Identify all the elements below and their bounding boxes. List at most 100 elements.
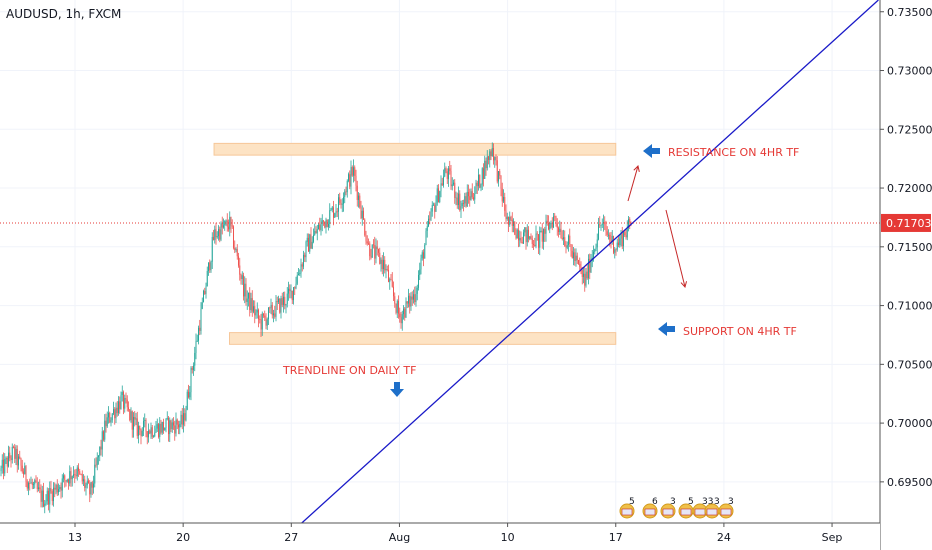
candle-body bbox=[321, 220, 323, 224]
candle-body bbox=[116, 407, 118, 414]
candle-body bbox=[269, 307, 271, 309]
chart-title: AUDUSD, 1h, FXCM bbox=[6, 7, 122, 21]
candle-body bbox=[286, 293, 288, 305]
candle-body bbox=[160, 423, 162, 433]
candle-body bbox=[229, 216, 231, 230]
candle-body bbox=[611, 235, 613, 242]
candle-body bbox=[401, 314, 403, 324]
candle-body bbox=[583, 273, 584, 277]
candle-body bbox=[283, 296, 284, 305]
arrow-head-icon bbox=[633, 164, 640, 172]
candle-body bbox=[564, 237, 566, 247]
candle-body bbox=[311, 241, 313, 249]
candle-body bbox=[183, 413, 184, 425]
candle-body bbox=[598, 224, 599, 240]
candle-body bbox=[171, 422, 173, 430]
daily-trendline[interactable] bbox=[275, 0, 879, 547]
candle-body bbox=[345, 191, 347, 193]
candle-body bbox=[91, 482, 93, 488]
event-marker[interactable]: 3 bbox=[660, 497, 676, 519]
candle-body bbox=[249, 292, 251, 311]
candle-body bbox=[136, 418, 138, 436]
candle-body bbox=[34, 480, 36, 485]
arrow-head-icon bbox=[680, 281, 688, 289]
candle-body bbox=[186, 391, 188, 410]
trendline-label: TRENDLINE ON DAILY TF bbox=[282, 364, 416, 377]
candle-body bbox=[561, 237, 563, 240]
event-marker[interactable]: 3 bbox=[718, 497, 734, 519]
candle-body bbox=[544, 229, 546, 234]
candle-body bbox=[366, 241, 368, 244]
us-flag-icon bbox=[706, 508, 718, 516]
candle-body bbox=[150, 427, 152, 434]
candle-body bbox=[41, 490, 43, 502]
candle-body bbox=[20, 458, 22, 466]
candle-body bbox=[391, 279, 393, 287]
candle-body bbox=[315, 231, 317, 234]
arrow-left-icon bbox=[658, 322, 675, 336]
resistance-pointer bbox=[643, 144, 660, 158]
us-flag-icon bbox=[694, 508, 706, 516]
candle-body bbox=[463, 203, 464, 204]
candle-body bbox=[118, 401, 119, 414]
candle-body bbox=[443, 176, 444, 186]
candle-body bbox=[221, 223, 223, 228]
event-marker[interactable]: 5 bbox=[619, 497, 635, 519]
candle-body bbox=[325, 219, 327, 228]
candle-body bbox=[389, 279, 391, 282]
candle-body bbox=[74, 474, 76, 476]
event-markers[interactable]: 5 6 3 5 33 3 3 bbox=[619, 497, 734, 519]
event-count: 3 bbox=[714, 497, 720, 507]
trendline-group[interactable] bbox=[275, 0, 879, 547]
us-flag-icon bbox=[680, 508, 692, 516]
candle-body bbox=[394, 296, 396, 304]
candle-body bbox=[90, 482, 92, 495]
candle-body bbox=[133, 416, 134, 430]
candle-body bbox=[353, 167, 354, 176]
candle-body bbox=[85, 485, 87, 488]
candle-body bbox=[309, 234, 311, 252]
candle-body bbox=[95, 464, 97, 466]
candle-body bbox=[509, 217, 511, 225]
candle-body bbox=[604, 222, 606, 225]
candle-body bbox=[609, 234, 611, 240]
event-marker[interactable]: 5 bbox=[678, 497, 694, 519]
candle-body bbox=[483, 168, 484, 179]
candle-body bbox=[96, 457, 98, 466]
candle-body bbox=[458, 193, 459, 206]
candle-body bbox=[538, 234, 539, 248]
candle-body bbox=[54, 487, 56, 490]
candle-body bbox=[279, 298, 281, 313]
candle-body bbox=[533, 244, 534, 245]
candle-body bbox=[436, 188, 438, 203]
candle-body bbox=[559, 228, 561, 232]
candle-body bbox=[235, 249, 237, 251]
candle-body bbox=[276, 301, 278, 303]
candle-body bbox=[490, 151, 492, 156]
candle-body bbox=[155, 428, 157, 433]
candle-body bbox=[300, 264, 302, 274]
candle-body bbox=[516, 229, 518, 239]
candle-body bbox=[545, 220, 547, 234]
candle-body bbox=[66, 479, 68, 482]
candle-body bbox=[135, 418, 137, 420]
support-label: SUPPORT ON 4HR TF bbox=[683, 325, 797, 338]
candle-body bbox=[138, 425, 139, 436]
candle-body bbox=[46, 490, 48, 502]
candle-body bbox=[226, 220, 228, 227]
candle-body bbox=[264, 315, 266, 318]
candle-body bbox=[278, 298, 279, 303]
candle-body bbox=[496, 160, 498, 182]
y-tick-label: 0.73500 bbox=[887, 6, 932, 19]
candle-body bbox=[246, 298, 248, 302]
candle-body bbox=[328, 223, 329, 227]
candle-body bbox=[461, 203, 463, 207]
candle-body bbox=[380, 259, 382, 264]
event-marker[interactable]: 6 bbox=[642, 497, 658, 519]
candle-body bbox=[273, 313, 274, 316]
candle-body bbox=[566, 245, 568, 248]
candle-body bbox=[368, 243, 369, 245]
candle-body bbox=[499, 171, 501, 176]
candle-body bbox=[31, 482, 33, 485]
